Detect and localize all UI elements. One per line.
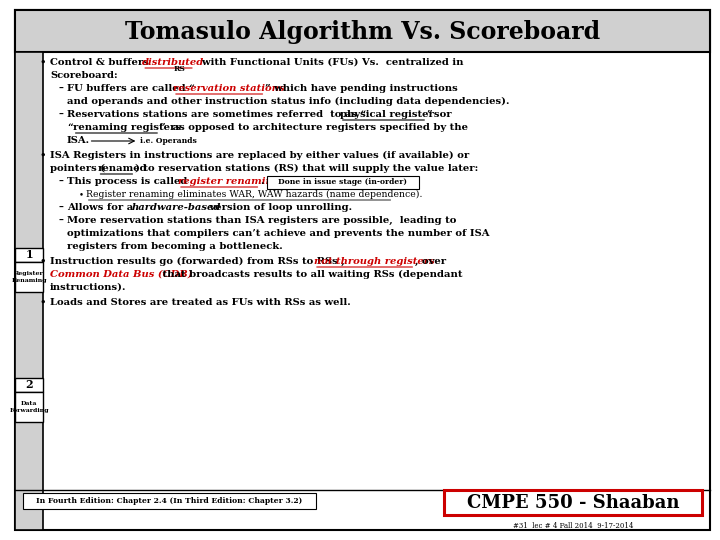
Text: instructions).: instructions). xyxy=(50,283,127,292)
Text: .: . xyxy=(261,177,264,186)
Text: This process is called: This process is called xyxy=(67,177,191,186)
Text: Control & buffers: Control & buffers xyxy=(50,58,153,67)
Text: ) to reservation stations (RS) that will supply the value later:: ) to reservation stations (RS) that will… xyxy=(135,164,479,173)
Text: Scoreboard:: Scoreboard: xyxy=(50,71,117,80)
Text: •: • xyxy=(40,151,47,160)
Text: Done in issue stage (in-order): Done in issue stage (in-order) xyxy=(278,178,408,186)
Text: version of loop unrolling.: version of loop unrolling. xyxy=(206,203,352,212)
Text: not through registers: not through registers xyxy=(314,257,435,266)
Text: More reservation stations than ISA registers are possible,  leading to: More reservation stations than ISA regis… xyxy=(67,216,456,225)
Text: Common Data Bus (CDB): Common Data Bus (CDB) xyxy=(50,270,192,279)
Bar xyxy=(267,176,419,189)
Text: with Functional Units (FUs) Vs.  centralized in: with Functional Units (FUs) Vs. centrali… xyxy=(195,58,464,67)
Text: RS: RS xyxy=(174,65,186,73)
Bar xyxy=(15,378,43,392)
Text: distributed: distributed xyxy=(143,58,204,67)
Text: –: – xyxy=(59,203,64,212)
Text: Register renaming eliminates WAR, WAW hazards (name dependence).: Register renaming eliminates WAR, WAW ha… xyxy=(86,190,422,199)
Text: ISA.: ISA. xyxy=(67,136,90,145)
Bar xyxy=(444,490,702,515)
Bar xyxy=(15,52,43,530)
Text: and operands and other instruction status info (including data dependencies).: and operands and other instruction statu… xyxy=(67,97,509,106)
Text: CMPE 550 - Shaaban: CMPE 550 - Shaaban xyxy=(467,494,680,512)
Text: •: • xyxy=(78,190,84,199)
Text: Tomasulo Algorithm Vs. Scoreboard: Tomasulo Algorithm Vs. Scoreboard xyxy=(125,20,600,44)
Bar xyxy=(15,262,43,292)
Text: 2: 2 xyxy=(25,380,33,390)
Text: ”  or: ” or xyxy=(427,110,451,119)
Text: that broadcasts results to all waiting RSs (dependant: that broadcasts results to all waiting R… xyxy=(159,270,463,279)
Text: In Fourth Edition: Chapter 2.4 (In Third Edition: Chapter 3.2): In Fourth Edition: Chapter 2.4 (In Third… xyxy=(36,497,302,505)
Bar xyxy=(15,248,43,262)
Text: Reservations stations are sometimes referred  to as “: Reservations stations are sometimes refe… xyxy=(67,110,366,119)
Text: •: • xyxy=(40,257,47,266)
Bar xyxy=(15,10,710,52)
Text: –: – xyxy=(59,216,64,225)
Text: register renaming: register renaming xyxy=(178,177,280,186)
Text: –: – xyxy=(59,84,64,93)
Text: #31  lec # 4 Fall 2014  9-17-2014: #31 lec # 4 Fall 2014 9-17-2014 xyxy=(513,522,634,530)
Text: Loads and Stores are treated as FUs with RSs as well.: Loads and Stores are treated as FUs with… xyxy=(50,298,351,307)
Text: Data
Forwarding: Data Forwarding xyxy=(9,401,49,413)
Text: “: “ xyxy=(67,123,73,132)
Text: Register
Renaming: Register Renaming xyxy=(12,272,47,282)
Text: ” which have pending instructions: ” which have pending instructions xyxy=(266,84,458,93)
Text: renaming registers: renaming registers xyxy=(73,123,181,132)
Text: ”  as opposed to architecture registers specified by the: ” as opposed to architecture registers s… xyxy=(160,123,468,132)
Text: FU buffers are called “: FU buffers are called “ xyxy=(67,84,194,93)
Text: 1: 1 xyxy=(25,249,33,260)
Text: ISA Registers in instructions are replaced by either values (if available) or: ISA Registers in instructions are replac… xyxy=(50,151,469,160)
Text: reservation stations: reservation stations xyxy=(173,84,284,93)
Text: –: – xyxy=(59,110,64,119)
Text: optimizations that compilers can’t achieve and prevents the number of ISA: optimizations that compilers can’t achie… xyxy=(67,229,490,238)
Text: physical registers: physical registers xyxy=(340,110,439,119)
Text: , over: , over xyxy=(415,257,446,266)
Text: Instruction results go (forwarded) from RSs to RSs ,: Instruction results go (forwarded) from … xyxy=(50,257,348,266)
Text: i.e. Operands: i.e. Operands xyxy=(140,137,197,145)
Bar xyxy=(23,493,316,509)
Bar xyxy=(15,392,43,422)
Text: registers from becoming a bottleneck.: registers from becoming a bottleneck. xyxy=(67,242,282,251)
Text: renamed: renamed xyxy=(98,164,147,173)
Text: hardware-based: hardware-based xyxy=(131,203,221,212)
Text: pointers (: pointers ( xyxy=(50,164,105,173)
Text: –: – xyxy=(59,177,64,186)
Text: •: • xyxy=(40,58,47,67)
Text: Allows for a: Allows for a xyxy=(67,203,137,212)
Text: •: • xyxy=(40,298,47,307)
